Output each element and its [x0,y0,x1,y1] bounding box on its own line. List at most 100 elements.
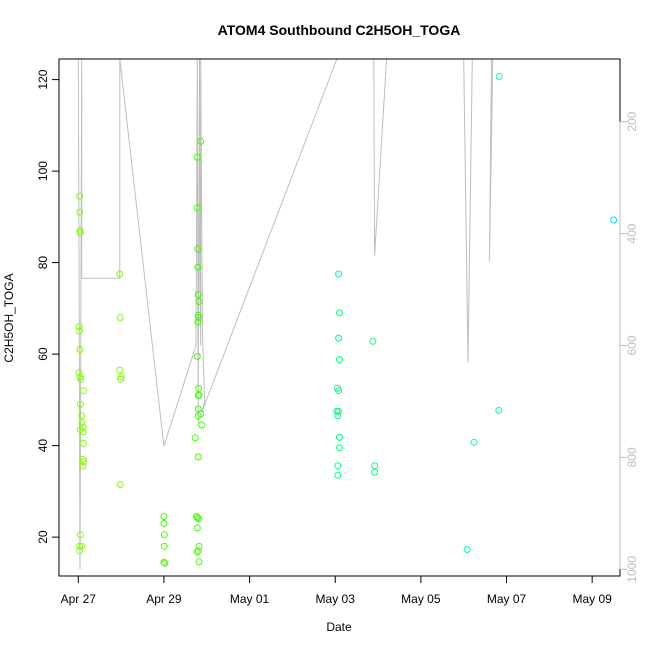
data-point [334,462,342,470]
data-point [195,558,203,566]
x-tick-label: Apr 27 [61,592,97,606]
data-point [194,453,202,461]
data-point [194,263,202,271]
data-point [194,245,202,253]
data-point [336,433,343,441]
data-point [75,368,83,376]
data-point [116,314,124,321]
x-tick-label: May 03 [316,592,356,606]
data-point [195,314,203,321]
data-point [79,458,87,466]
data-point [116,366,124,374]
data-point [463,546,471,553]
data-point [76,542,84,550]
data-points-layer [75,72,618,567]
x-axis-label: Date [326,620,352,634]
data-point [116,481,124,488]
data-point [191,434,199,442]
data-point [334,412,342,420]
data-point [77,375,85,383]
y-axis-label: C2H5OH_TOGA [2,273,16,362]
data-point [194,547,202,555]
data-point [197,137,205,145]
data-point [78,542,86,550]
data-point [193,514,201,522]
data-point [161,559,169,567]
data-point [336,444,343,452]
y-tick-label: 40 [36,439,50,453]
chart-title: ATOM4 Southbound C2H5OH_TOGA [218,22,461,38]
x-tick-label: May 05 [401,592,441,606]
data-point [76,346,84,353]
data-point [76,208,84,216]
y-axis-left: 20 40 60 80 100 120 [36,69,60,544]
y2-tick-label: 200 [625,111,639,131]
data-point [336,356,343,364]
data-point [336,309,343,317]
data-point [198,421,206,429]
data-point [193,352,201,360]
data-point [116,270,124,278]
y-tick-label: 120 [36,69,50,89]
data-point [495,406,503,414]
data-point [193,153,201,161]
data-point [160,542,168,550]
data-point [335,387,343,395]
data-point [79,423,87,431]
x-tick-label: May 07 [487,592,527,606]
data-point [335,270,343,278]
y-tick-label: 60 [36,347,50,361]
data-point [334,471,342,479]
y-tick-label: 100 [36,161,50,181]
data-point [335,334,343,342]
data-point [79,439,87,447]
data-point [76,400,84,408]
x-tick-label: Apr 29 [146,592,182,606]
data-point [194,291,202,299]
data-point [470,438,478,446]
y2-tick-label: 1000 [625,556,639,583]
data-point [76,229,84,237]
data-point [193,524,201,532]
data-point [76,531,84,539]
x-axis: Apr 27 Apr 29 May 01 May 03 May 05 May 07 May … [61,575,612,606]
data-point [195,542,203,550]
data-point [193,513,200,520]
data-point [79,462,87,470]
data-point [160,513,168,520]
data-point [197,410,205,418]
x-tick-label: May 01 [230,592,270,606]
data-point [195,298,203,305]
y-tick-label: 80 [36,256,50,270]
data-point [371,468,379,476]
data-point [75,323,83,331]
data-point [193,204,201,212]
data-point [160,519,168,527]
data-point [369,337,377,345]
x-tick-label: May 09 [572,592,612,606]
data-point [195,391,203,399]
y2-tick-label: 400 [625,223,639,243]
data-point [195,384,203,392]
data-point [195,515,203,523]
y-axis-right: 200 400 600 800 1000 [619,111,639,583]
y2-tick-label: 600 [625,335,639,355]
y-tick-label: 20 [36,530,50,544]
data-point [78,412,86,420]
data-point [160,531,168,539]
data-point [76,327,84,335]
data-point [79,387,87,395]
data-point [78,419,86,427]
data-point [193,548,201,556]
y2-tick-label: 800 [625,447,639,467]
data-point [495,72,503,80]
data-point [610,216,618,224]
data-point [117,375,125,383]
data-point [76,192,84,200]
data-point [194,318,202,326]
data-point [335,407,343,415]
data-point [160,558,168,566]
